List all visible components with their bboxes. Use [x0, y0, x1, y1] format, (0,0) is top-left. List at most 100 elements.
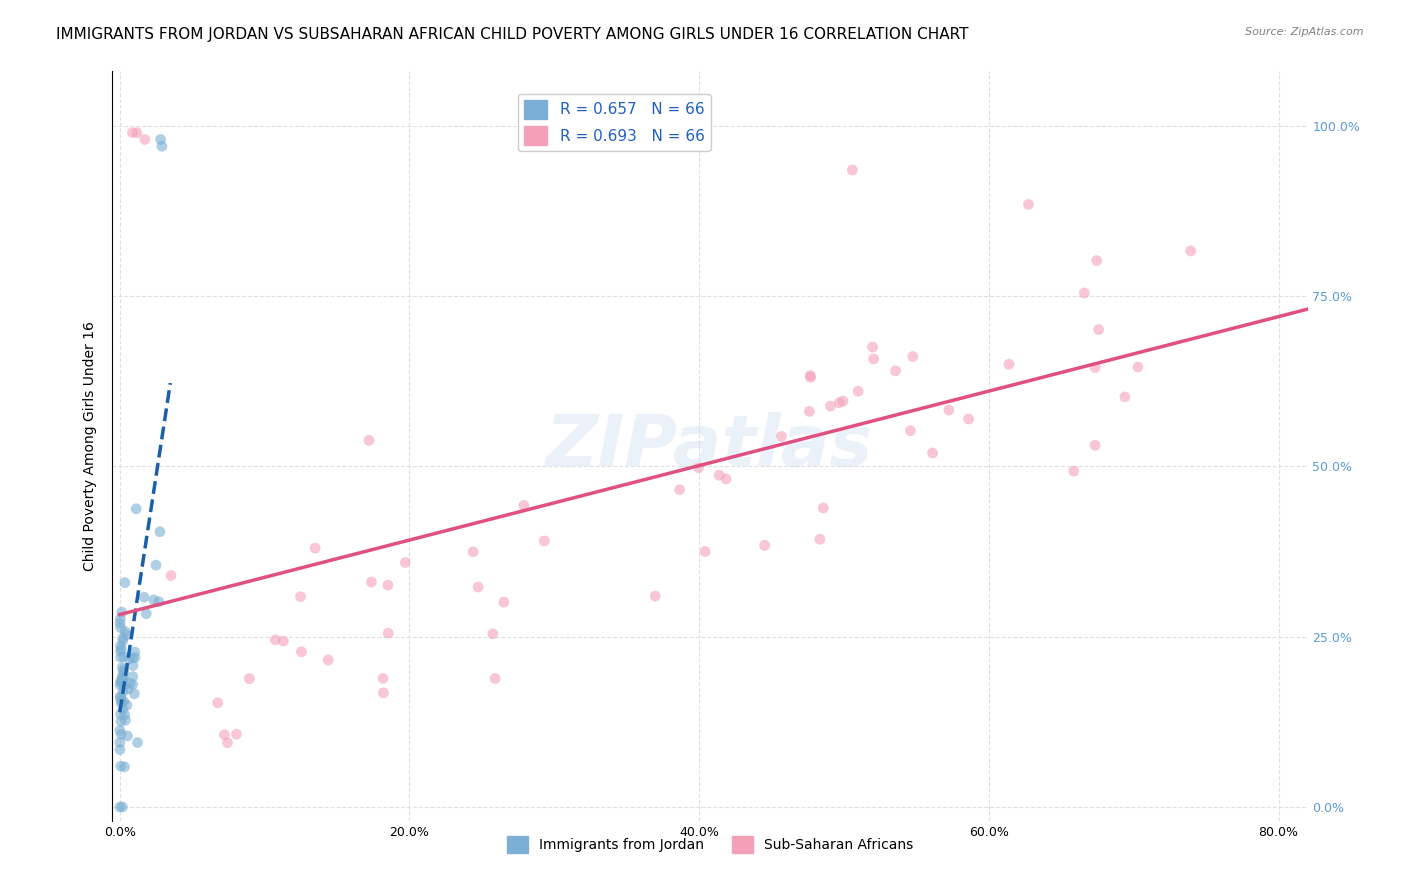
Point — [1180, 244, 1202, 258]
Point — [492, 595, 515, 609]
Point — [800, 370, 823, 384]
Point — [290, 590, 312, 604]
Point — [111, 633, 134, 648]
Point — [238, 672, 260, 686]
Point — [377, 578, 399, 592]
Point — [110, 644, 132, 658]
Point — [112, 694, 135, 708]
Point — [111, 669, 134, 683]
Point — [111, 631, 134, 645]
Point — [110, 621, 132, 635]
Point — [115, 698, 138, 713]
Point — [513, 499, 536, 513]
Point — [644, 589, 666, 603]
Point — [484, 672, 506, 686]
Point — [884, 364, 907, 378]
Point — [799, 404, 821, 418]
Point — [371, 672, 394, 686]
Point — [900, 424, 922, 438]
Text: ZIPatlas: ZIPatlas — [547, 411, 873, 481]
Point — [132, 591, 155, 605]
Point — [110, 759, 132, 773]
Point — [112, 663, 135, 677]
Point — [160, 568, 183, 582]
Point — [463, 545, 485, 559]
Point — [121, 670, 143, 684]
Point — [114, 713, 136, 727]
Point — [111, 672, 134, 686]
Point — [148, 595, 170, 609]
Point — [273, 634, 295, 648]
Point — [110, 650, 132, 665]
Point — [108, 678, 131, 692]
Point — [114, 624, 136, 639]
Point — [111, 660, 134, 674]
Point — [1085, 253, 1108, 268]
Point — [304, 541, 326, 556]
Point — [533, 533, 555, 548]
Point — [799, 368, 821, 383]
Point — [150, 139, 173, 153]
Point — [357, 434, 380, 448]
Point — [360, 575, 382, 590]
Point — [112, 678, 135, 692]
Point — [714, 472, 737, 486]
Point — [110, 675, 132, 690]
Point — [125, 501, 148, 516]
Point — [112, 665, 135, 679]
Point — [1063, 464, 1085, 478]
Point — [117, 681, 139, 696]
Point — [112, 671, 135, 685]
Point — [1084, 360, 1107, 375]
Point — [110, 611, 132, 625]
Point — [114, 760, 136, 774]
Point — [1126, 359, 1149, 374]
Point — [110, 690, 132, 705]
Point — [122, 658, 145, 673]
Point — [695, 544, 717, 558]
Point — [108, 723, 131, 738]
Point — [841, 163, 863, 178]
Point — [901, 350, 924, 364]
Point — [482, 627, 505, 641]
Point — [110, 707, 132, 722]
Point — [820, 399, 842, 413]
Point — [110, 675, 132, 690]
Point — [111, 673, 134, 687]
Point — [207, 696, 229, 710]
Point — [846, 384, 869, 399]
Point — [115, 628, 138, 642]
Point — [110, 696, 132, 710]
Point — [145, 558, 167, 573]
Point — [110, 690, 132, 704]
Point — [112, 684, 135, 698]
Point — [142, 592, 165, 607]
Point — [121, 651, 143, 665]
Legend: Immigrants from Jordan, Sub-Saharan Africans: Immigrants from Jordan, Sub-Saharan Afri… — [502, 830, 918, 859]
Point — [770, 429, 793, 443]
Point — [117, 729, 139, 743]
Text: Source: ZipAtlas.com: Source: ZipAtlas.com — [1246, 27, 1364, 37]
Point — [921, 446, 943, 460]
Point — [108, 735, 131, 749]
Y-axis label: Child Poverty Among Girls Under 16: Child Poverty Among Girls Under 16 — [83, 321, 97, 571]
Point — [225, 727, 247, 741]
Point — [394, 556, 416, 570]
Point — [110, 694, 132, 708]
Point — [290, 645, 312, 659]
Point — [264, 632, 287, 647]
Point — [111, 702, 134, 716]
Point — [110, 639, 132, 653]
Point — [373, 686, 395, 700]
Point — [1017, 197, 1039, 211]
Point — [668, 483, 690, 497]
Point — [1073, 285, 1095, 300]
Point — [111, 800, 134, 814]
Point — [124, 687, 146, 701]
Point — [124, 650, 146, 665]
Point — [127, 735, 149, 749]
Point — [108, 742, 131, 756]
Point — [108, 616, 131, 631]
Point — [998, 357, 1021, 371]
Point — [828, 395, 851, 409]
